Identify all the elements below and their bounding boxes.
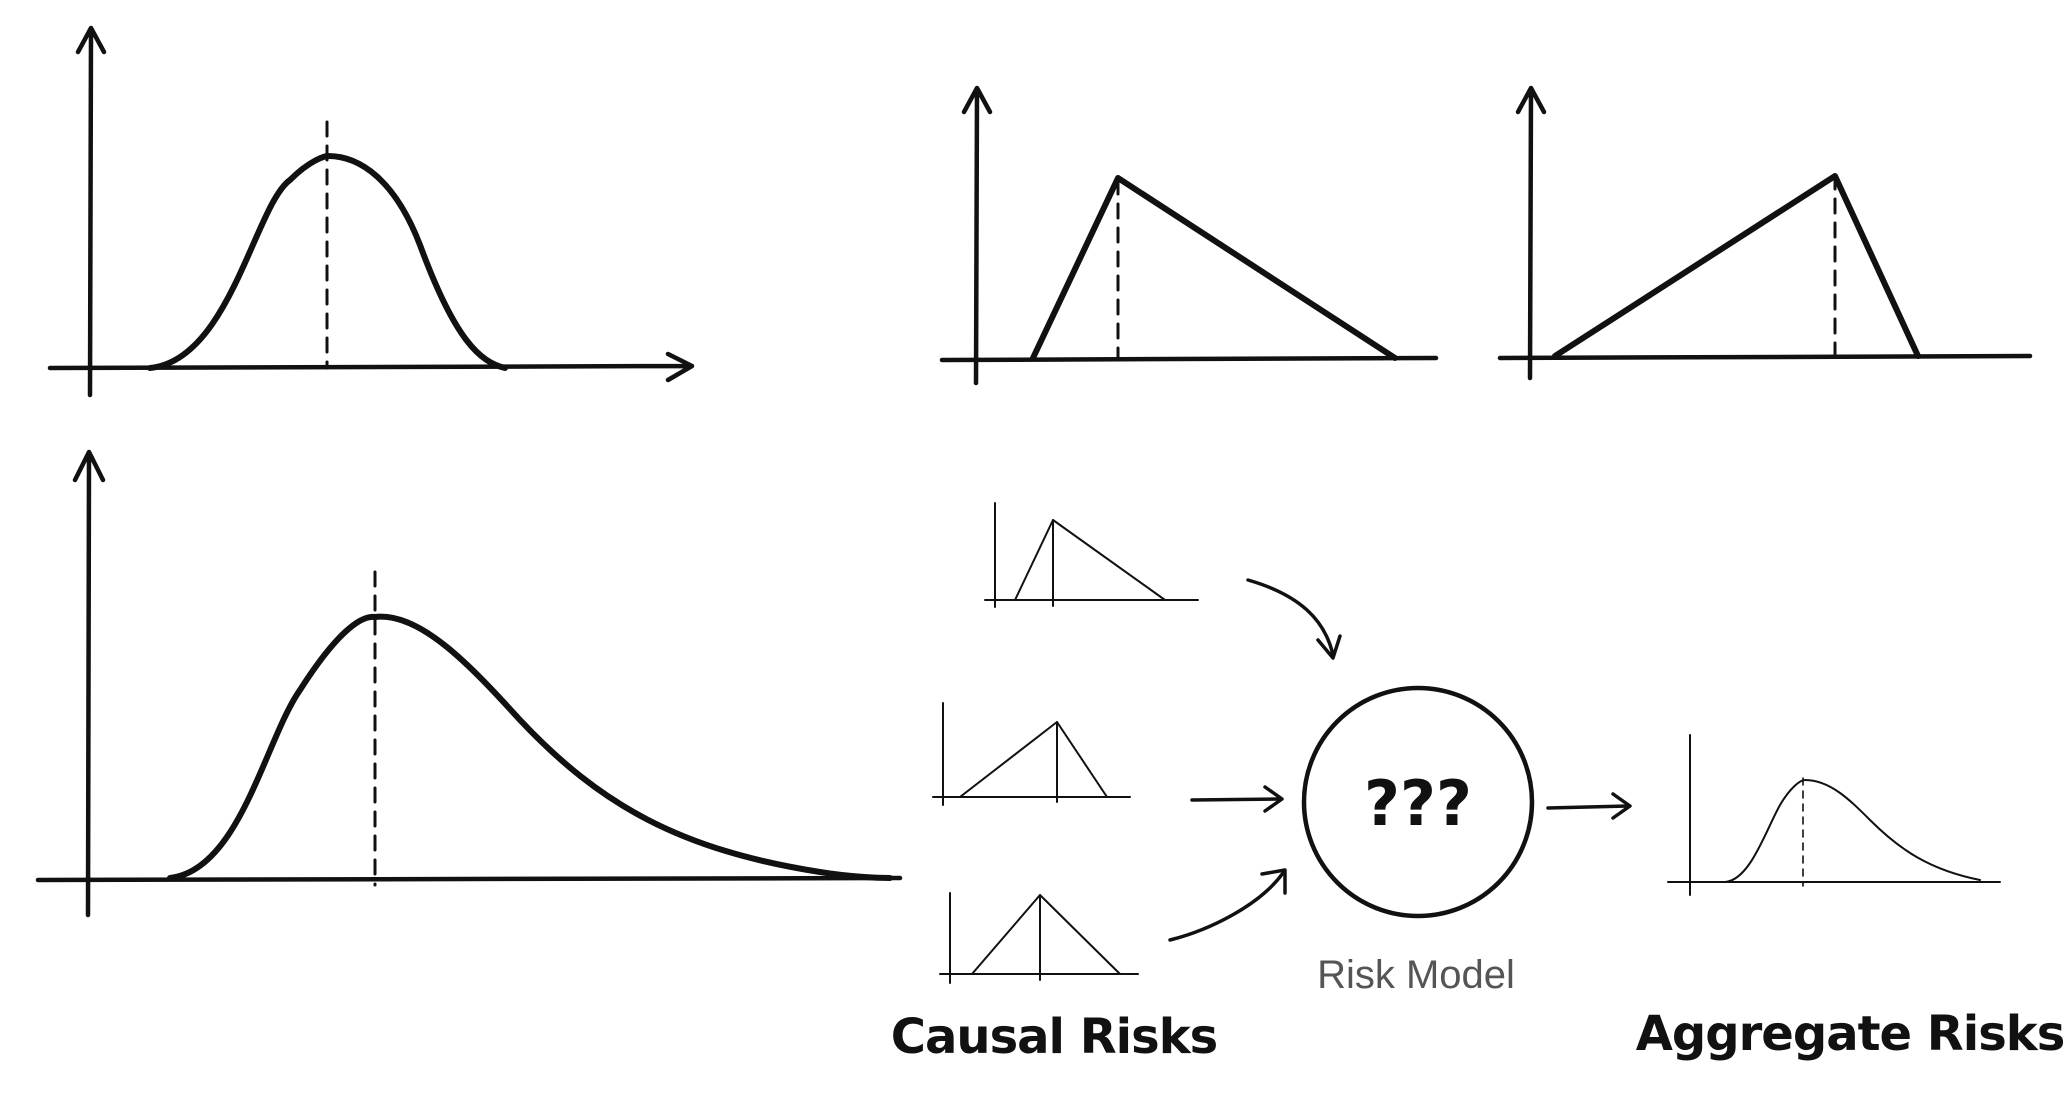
output-arrow xyxy=(1546,792,1632,820)
aggregate-risks-label: Aggregate Risks xyxy=(1636,1006,2065,1062)
x-axis xyxy=(35,875,903,883)
x-axis xyxy=(1497,353,2033,361)
aggregate-risk-chart xyxy=(1667,734,2001,896)
risk-model-symbol: ??? xyxy=(1364,767,1472,840)
x-axis xyxy=(939,355,1439,363)
triangle-right-peak-panel xyxy=(1497,85,2033,381)
risk-model-node: ??? xyxy=(1301,685,1535,919)
input-arrow-3 xyxy=(1168,868,1287,942)
y-axis-arrow xyxy=(72,449,106,918)
triangle-left-peak-panel xyxy=(939,85,1439,386)
skewed-bell-curve xyxy=(167,613,893,881)
input-arrow-1 xyxy=(1246,578,1342,660)
causal-risks-label: Causal Risks xyxy=(891,1009,1217,1065)
bell-curve xyxy=(147,153,508,371)
symmetric-bell-panel xyxy=(47,25,695,398)
skewed-bell-panel xyxy=(35,449,903,918)
y-axis-arrow xyxy=(961,85,993,386)
y-axis-arrow xyxy=(75,25,107,398)
causal-risk-chart-1 xyxy=(984,502,1199,608)
triangle xyxy=(1030,175,1398,361)
causal-risk-chart-2 xyxy=(932,702,1131,806)
risk-model-circle xyxy=(1301,685,1535,919)
causal-risk-chart-3 xyxy=(939,892,1139,984)
x-axis-arrow xyxy=(47,351,695,383)
triangle xyxy=(1552,173,1921,359)
y-axis-arrow xyxy=(1515,85,1547,381)
risk-model-label: Risk Model xyxy=(1317,953,1515,997)
input-arrow-2 xyxy=(1190,785,1284,813)
